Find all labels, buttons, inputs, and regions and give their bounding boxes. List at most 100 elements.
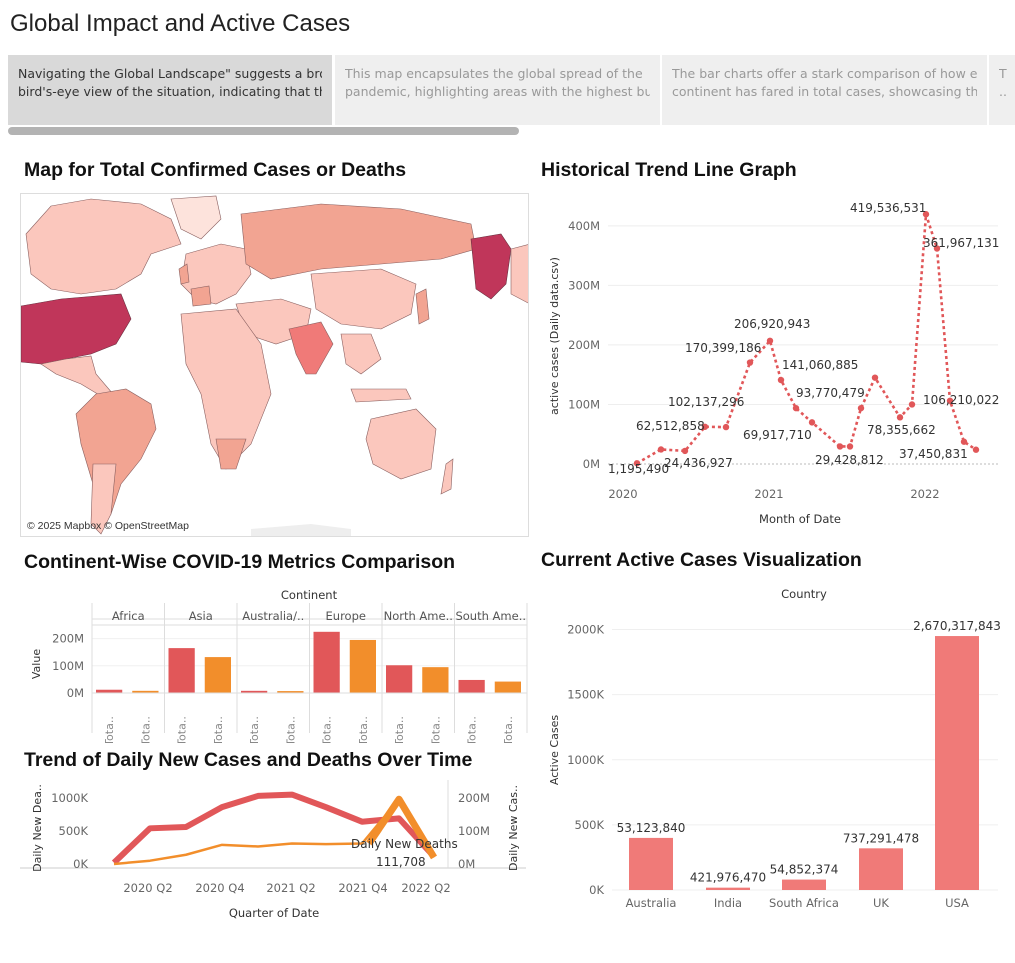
metric-bar: [386, 665, 413, 693]
bar-value-label: 2,670,317,843: [913, 619, 1001, 633]
y-axis-label: Value: [30, 649, 43, 679]
bar-value-label: 54,852,374: [770, 863, 839, 877]
y-axis-label: active cases (Daily data.csv): [548, 257, 561, 415]
trend-point: [766, 337, 774, 345]
metric-bar: [422, 667, 449, 693]
map-region-canada: [25, 198, 182, 295]
active-cases-bar: [935, 636, 979, 890]
data-label: 361,967,131: [923, 236, 999, 250]
map-region-japan: [415, 288, 430, 325]
trend-point: [701, 423, 709, 430]
x-tick-label: 2021 Q2: [266, 881, 315, 895]
map-region-usa: [21, 293, 132, 365]
bar-label: Tota..: [212, 716, 225, 743]
x-axis-label: Quarter of Date: [229, 906, 319, 920]
continent-label: Asia: [189, 609, 213, 623]
trend-point: [633, 460, 641, 467]
story-point-text: continent has fared in total cases, show…: [672, 84, 977, 99]
bar-label: Tota..: [321, 716, 334, 743]
map-region-uk: [178, 263, 190, 285]
map-region-france: [190, 285, 212, 307]
y-tick-label: 2000K: [567, 623, 604, 637]
story-point-4[interactable]: T ..: [989, 55, 1015, 125]
map-region-china: [310, 268, 417, 330]
y-tick-label: 1000K: [567, 753, 604, 767]
trend-point: [808, 419, 816, 426]
bar-label: Tota..: [357, 716, 370, 743]
trend-point: [972, 446, 980, 453]
active-cases-bar-chart[interactable]: Country 0K 500K 1000K 1500K 2000K Active Cases…: [540, 580, 1010, 920]
active-cases-bar: [782, 879, 826, 890]
metric-bar: [349, 639, 376, 693]
y-axis-label: Active Cases: [548, 715, 561, 785]
map-region-antarctica: [251, 524, 351, 536]
map-region-argentina: [90, 463, 117, 535]
trend-point: [657, 446, 665, 453]
bar-value-label: 737,291,478: [843, 831, 919, 845]
y-tick-label: 0M: [67, 686, 84, 700]
trend-point: [746, 359, 754, 366]
map-title: Map for Total Confirmed Cases or Deaths: [24, 159, 407, 181]
daily-cases-peak: [366, 795, 437, 860]
continent-label: North Ame..: [384, 609, 453, 623]
data-label: 93,770,479: [796, 386, 865, 400]
data-label: 102,137,296: [668, 395, 744, 409]
data-label: 37,450,831: [899, 447, 968, 461]
x-axis-label: Month of Date: [759, 512, 841, 526]
data-label: 106,210,022: [923, 393, 999, 407]
y-tick-label: 500K: [575, 818, 605, 832]
left-axis-label: Daily New Dea..: [31, 784, 44, 872]
story-point-3[interactable]: The bar charts offer a stark comparison …: [662, 55, 989, 125]
left-tick-label: 500K: [59, 824, 89, 838]
continent-label: Australia/..: [242, 609, 304, 623]
map-region-russia: [240, 203, 477, 280]
x-tick-label: 2021: [754, 487, 783, 501]
horizontal-scrollbar[interactable]: [8, 127, 519, 135]
bar-label: Tota..: [466, 716, 479, 743]
y-tick-label: 400M: [568, 219, 600, 233]
trend-point: [846, 443, 854, 450]
story-point-1[interactable]: Navigating the Global Landscape" suggest…: [8, 55, 334, 125]
tooltip-name: Daily New Deaths: [351, 837, 458, 851]
active-cases-bar: [629, 837, 673, 890]
trend-point: [896, 414, 904, 421]
x-tick-label: 2020 Q2: [123, 881, 172, 895]
right-tick-label: 100M: [458, 824, 490, 838]
data-label: 69,917,710: [743, 428, 812, 442]
y-tick-label: 100M: [568, 397, 600, 411]
data-label: 78,355,662: [867, 423, 936, 437]
tooltip-value: 111,708: [376, 855, 426, 869]
right-tick-label: 200M: [458, 791, 490, 805]
story-point-text: bird's-eye view of the situation, indica…: [18, 84, 322, 99]
daily-title: Trend of Daily New Cases and Deaths Over…: [24, 749, 473, 771]
metric-bar: [204, 657, 231, 693]
trend-point: [857, 404, 865, 412]
continent-bar-chart[interactable]: Continent 0M 100M 200M Value Africa Tota.. Tota…: [14, 583, 529, 743]
map-region-south-africa: [215, 438, 247, 470]
y-tick-label: 200M: [568, 338, 600, 352]
y-tick-label: 200M: [52, 632, 84, 646]
trend-point: [946, 397, 954, 404]
left-tick-label: 1000K: [51, 791, 88, 805]
x-tick-label: 2020: [608, 487, 637, 501]
story-point-2[interactable]: This map encapsulates the global spread …: [335, 55, 662, 125]
daily-deaths-line: [111, 791, 437, 865]
daily-trend-chart[interactable]: 0K 500K 1000K 0M 100M 200M Daily New Dea.. Dail…: [14, 780, 529, 930]
bar-label: Tota..: [502, 716, 515, 743]
data-label: 29,428,812: [815, 453, 884, 467]
map-region-mexico: [40, 355, 114, 400]
country-header: Country: [781, 587, 827, 601]
trend-point: [792, 404, 800, 412]
active-title: Current Active Cases Visualization: [541, 549, 862, 571]
world-map[interactable]: © 2025 Mapbox © OpenStreetMap: [20, 193, 529, 537]
trend-line-chart[interactable]: 0M 100M 200M 300M 400M active cases (Daily da…: [540, 190, 1010, 535]
map-region-brazil: [75, 388, 157, 520]
trend-series-line: [636, 213, 977, 465]
map-credit: © 2025 Mapbox © OpenStreetMap: [27, 520, 189, 532]
map-region-indonesia: [350, 388, 412, 403]
trend-title: Historical Trend Line Graph: [541, 159, 797, 181]
active-cases-bar: [859, 848, 903, 890]
bar-label: Tota..: [248, 716, 261, 743]
country-label: USA: [945, 896, 969, 910]
x-tick-label: 2022 Q2: [401, 881, 450, 895]
